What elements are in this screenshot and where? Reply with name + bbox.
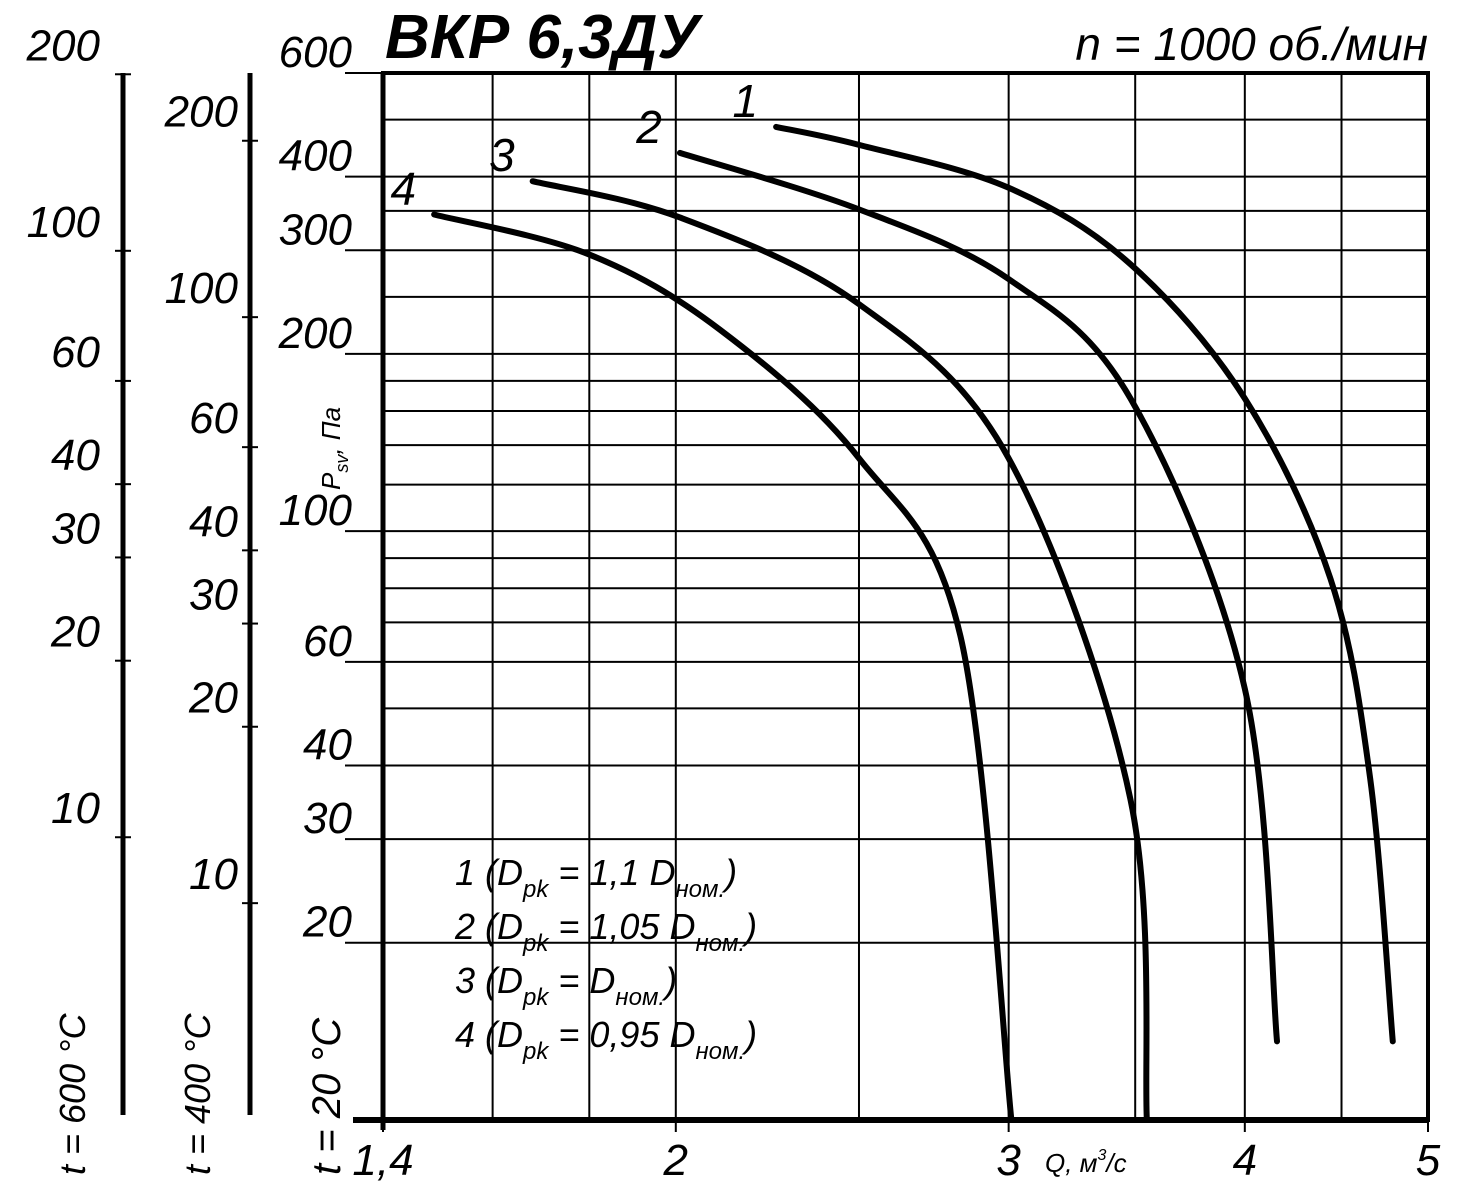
- y-tick-label: 40: [303, 720, 352, 769]
- axis-title: t = 400 °C: [177, 1013, 218, 1175]
- y-tick-label: 100: [165, 264, 239, 313]
- legend-part: = 1,1 D: [548, 852, 675, 893]
- chart-subtitle: n = 1000 об./мин: [1075, 18, 1428, 70]
- y-tick-label: 300: [279, 205, 353, 254]
- y-tick-label: 40: [189, 497, 238, 546]
- y-tick-label: 30: [303, 794, 352, 843]
- legend-sub: pk: [522, 984, 550, 1011]
- legend-entry: 1 (Dpk = 1,1 Dном.): [455, 852, 737, 903]
- y-tick-label: 100: [27, 198, 101, 247]
- curve-label: 3: [489, 129, 515, 181]
- y-tick-label: 30: [51, 504, 100, 553]
- y-tick-label: 400: [279, 132, 353, 181]
- legend-entry: 3 (Dpk = Dном.): [455, 960, 677, 1011]
- curve-label: 1: [733, 75, 759, 127]
- curve-label: 2: [635, 101, 662, 153]
- x-label-sup: 3: [1098, 1147, 1107, 1164]
- legend-entry: 4 (Dpk = 0,95 Dном.): [455, 1014, 757, 1065]
- curve: [529, 178, 1150, 1123]
- y-tick-label: 20: [188, 674, 238, 723]
- x-tick-label: 4: [1233, 1136, 1257, 1185]
- y-tick-label: 100: [279, 486, 353, 535]
- y-tick-label: 20: [302, 898, 352, 947]
- legend-sub: ном.: [675, 876, 725, 903]
- curve: [773, 123, 1396, 1045]
- axis-title: t = 600 °C: [52, 1013, 93, 1175]
- y-tick-label: 60: [303, 617, 352, 666]
- legend-part: ): [741, 1014, 757, 1055]
- legend-part: 2 (D: [454, 906, 523, 947]
- legend-sub: pk: [522, 930, 550, 957]
- curve-label: 4: [391, 163, 417, 215]
- y-tick-label: 200: [278, 309, 353, 358]
- legend-part: 3 (D: [455, 960, 523, 1001]
- y-tick-label: 20: [50, 608, 100, 657]
- legend-sub: ном.: [695, 930, 745, 957]
- x-tick-label: 3: [996, 1136, 1021, 1185]
- x-axis-label: Q, м3/с: [1045, 1147, 1127, 1178]
- y-tick-label: 10: [51, 784, 100, 833]
- x-tick-label: 1,4: [352, 1136, 413, 1185]
- y-label-sub: sv: [332, 454, 352, 473]
- chart-title: ВКР 6,3ДУ: [385, 3, 703, 72]
- legend-sub: pk: [522, 1038, 550, 1065]
- legend-part: = D: [548, 960, 615, 1001]
- y-label-part: , Па: [316, 407, 346, 455]
- legend-part: 4 (D: [455, 1014, 523, 1055]
- y-tick-label: 60: [51, 328, 100, 377]
- y-tick-label: 60: [189, 394, 238, 443]
- y-tick-label: 200: [164, 88, 239, 137]
- x-label-part: /с: [1104, 1148, 1126, 1178]
- legend-sub: ном.: [615, 984, 665, 1011]
- y-axis-label: Psv, Па: [316, 407, 352, 490]
- curve: [431, 211, 1015, 1123]
- y-tick-label: 30: [189, 571, 238, 620]
- legend-part: ): [661, 960, 677, 1001]
- legend-part: = 1,05 D: [548, 906, 695, 947]
- legend-part: = 0,95 D: [548, 1014, 695, 1055]
- y-tick-label: 10: [189, 850, 238, 899]
- y-tick-label: 200: [26, 21, 101, 70]
- legend-sub: ном.: [695, 1038, 745, 1065]
- y-tick-label: 600: [279, 28, 353, 77]
- axis-title: t = 20 °C: [305, 1017, 349, 1175]
- legend-part: ): [741, 906, 757, 947]
- legend-entry: 2 (Dpk = 1,05 Dном.): [454, 906, 757, 957]
- x-label-part: Q, м: [1045, 1148, 1098, 1178]
- x-tick-label: 2: [663, 1136, 688, 1185]
- y-tick-label: 40: [51, 431, 100, 480]
- legend-part: 1 (D: [455, 852, 523, 893]
- curve: [676, 149, 1281, 1045]
- x-tick-label: 5: [1416, 1136, 1441, 1185]
- y-label-part: P: [316, 472, 346, 490]
- legend-part: ): [721, 852, 737, 893]
- legend-sub: pk: [522, 876, 550, 903]
